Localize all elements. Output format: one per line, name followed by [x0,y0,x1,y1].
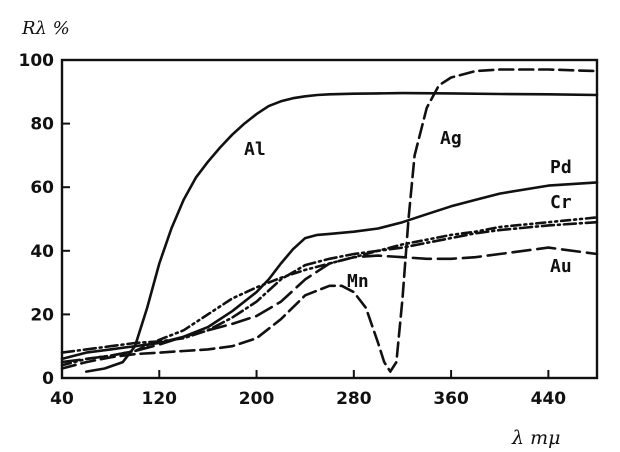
series-line-pd [60,181,599,361]
ticks-layer: 0 20 40 60 80 100 40 120 200 280 360 440 [19,51,567,409]
series-layer [60,68,599,373]
x-tick-label: 200 [239,389,275,409]
x-tick-label: 40 [50,389,74,409]
series-label-cr: Cr [550,192,572,213]
x-axis-label: λ mμ [511,427,560,449]
x-tick-label: 280 [336,389,372,409]
y-tick-label: 60 [30,178,54,198]
series-line-al [85,91,599,373]
x-tick-label: 120 [142,389,178,409]
series-label-au: Au [550,256,572,277]
series-label-al: Al [244,139,266,160]
series-line-au [60,246,599,364]
series-line-mn [60,220,599,354]
y-tick-label: 40 [30,242,54,262]
y-tick-label: 20 [30,305,54,325]
y-tick-label: 100 [19,51,55,71]
series-line-ag [60,68,599,373]
y-tick-label: 80 [30,115,54,135]
series-label-pd: Pd [550,157,572,178]
series-label-ag: Ag [440,128,462,149]
y-axis-label: Rλ % [21,18,70,39]
x-tick-label: 440 [531,389,567,409]
plot-frame [60,58,599,380]
x-tick-label: 360 [433,389,469,409]
y-tick-label: 0 [42,369,54,389]
series-label-mn: Mn [347,271,369,292]
series-line-cr [60,216,599,367]
